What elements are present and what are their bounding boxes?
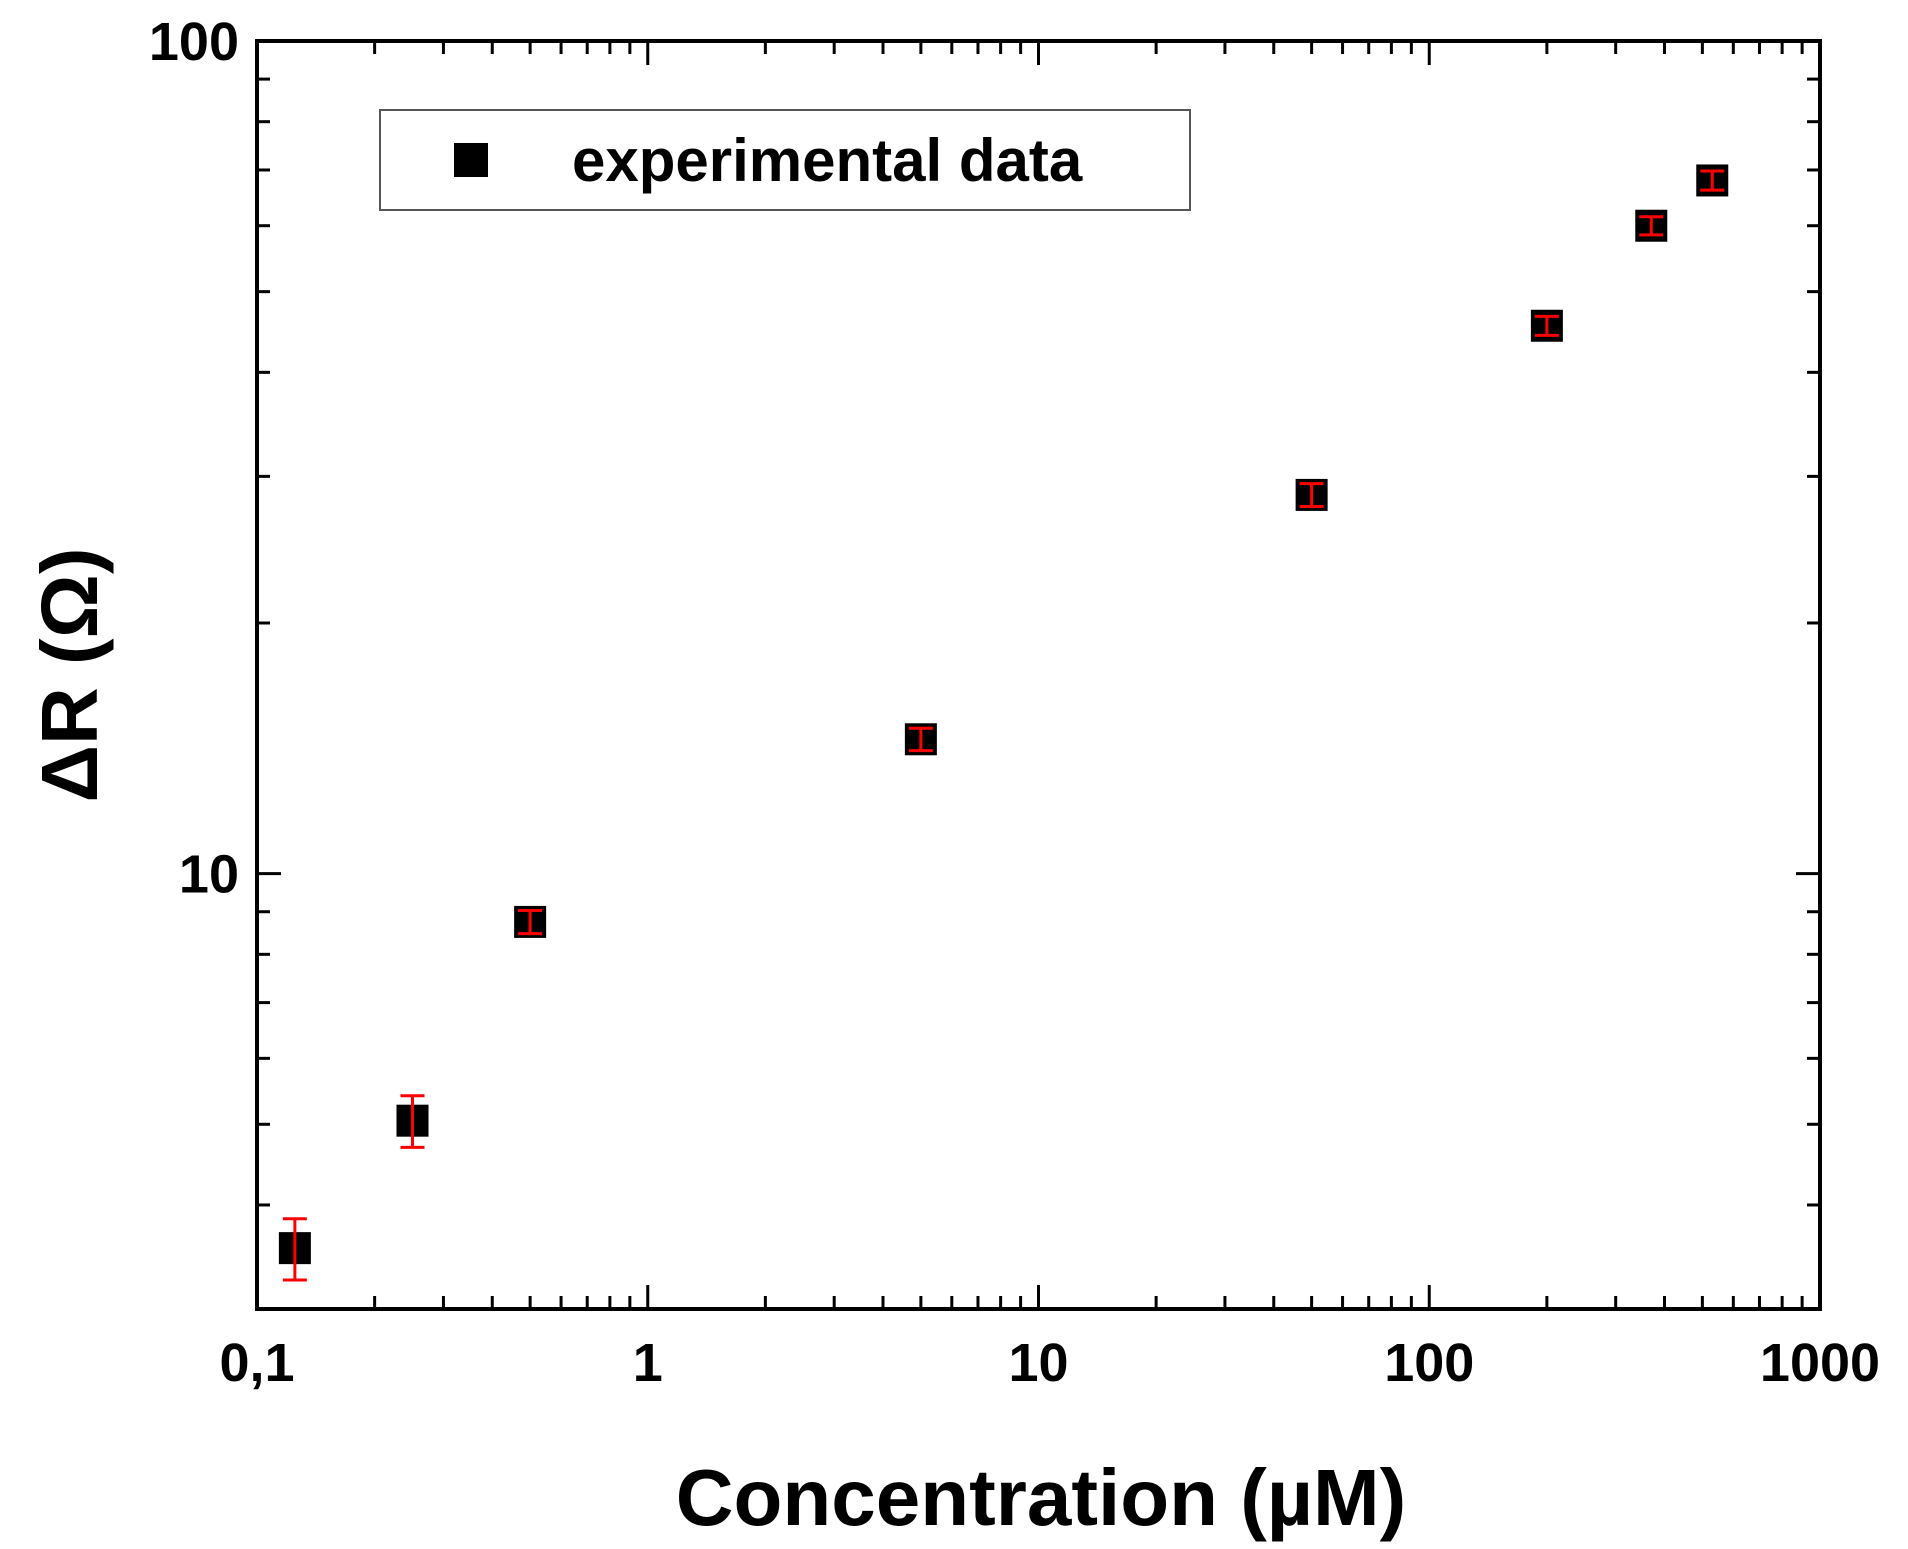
y-tick-label: 100 bbox=[149, 12, 239, 72]
x-tick-label: 10 bbox=[1008, 1333, 1068, 1393]
x-tick-label: 1 bbox=[633, 1333, 663, 1393]
legend: experimental data bbox=[379, 109, 1191, 211]
data-point bbox=[1295, 478, 1328, 511]
data-point bbox=[278, 1217, 311, 1282]
legend-box bbox=[379, 109, 1191, 211]
legend-label: experimental data bbox=[572, 127, 1083, 194]
x-tick-label: 100 bbox=[1384, 1333, 1474, 1393]
major-ticks bbox=[255, 39, 1822, 1309]
data-points bbox=[278, 164, 1729, 1282]
x-tick-label: 1000 bbox=[1760, 1333, 1880, 1393]
plot-frame bbox=[255, 39, 1822, 1311]
x-axis-title: Concentration (µM) bbox=[676, 1453, 1406, 1542]
data-point bbox=[1635, 209, 1668, 242]
data-point bbox=[904, 723, 937, 756]
minor-ticks bbox=[257, 41, 1820, 1311]
y-axis-title: ΔR (Ω) bbox=[25, 548, 114, 803]
data-point bbox=[1530, 309, 1563, 342]
x-tick-label: 0,1 bbox=[219, 1333, 294, 1393]
data-point bbox=[514, 905, 547, 938]
y-tick-label: 10 bbox=[179, 845, 239, 905]
data-point bbox=[396, 1094, 429, 1149]
data-point bbox=[1696, 164, 1729, 197]
tick-labels: 0,1 1 10 100 1000 10 100 bbox=[149, 12, 1880, 1393]
legend-marker bbox=[454, 143, 488, 177]
